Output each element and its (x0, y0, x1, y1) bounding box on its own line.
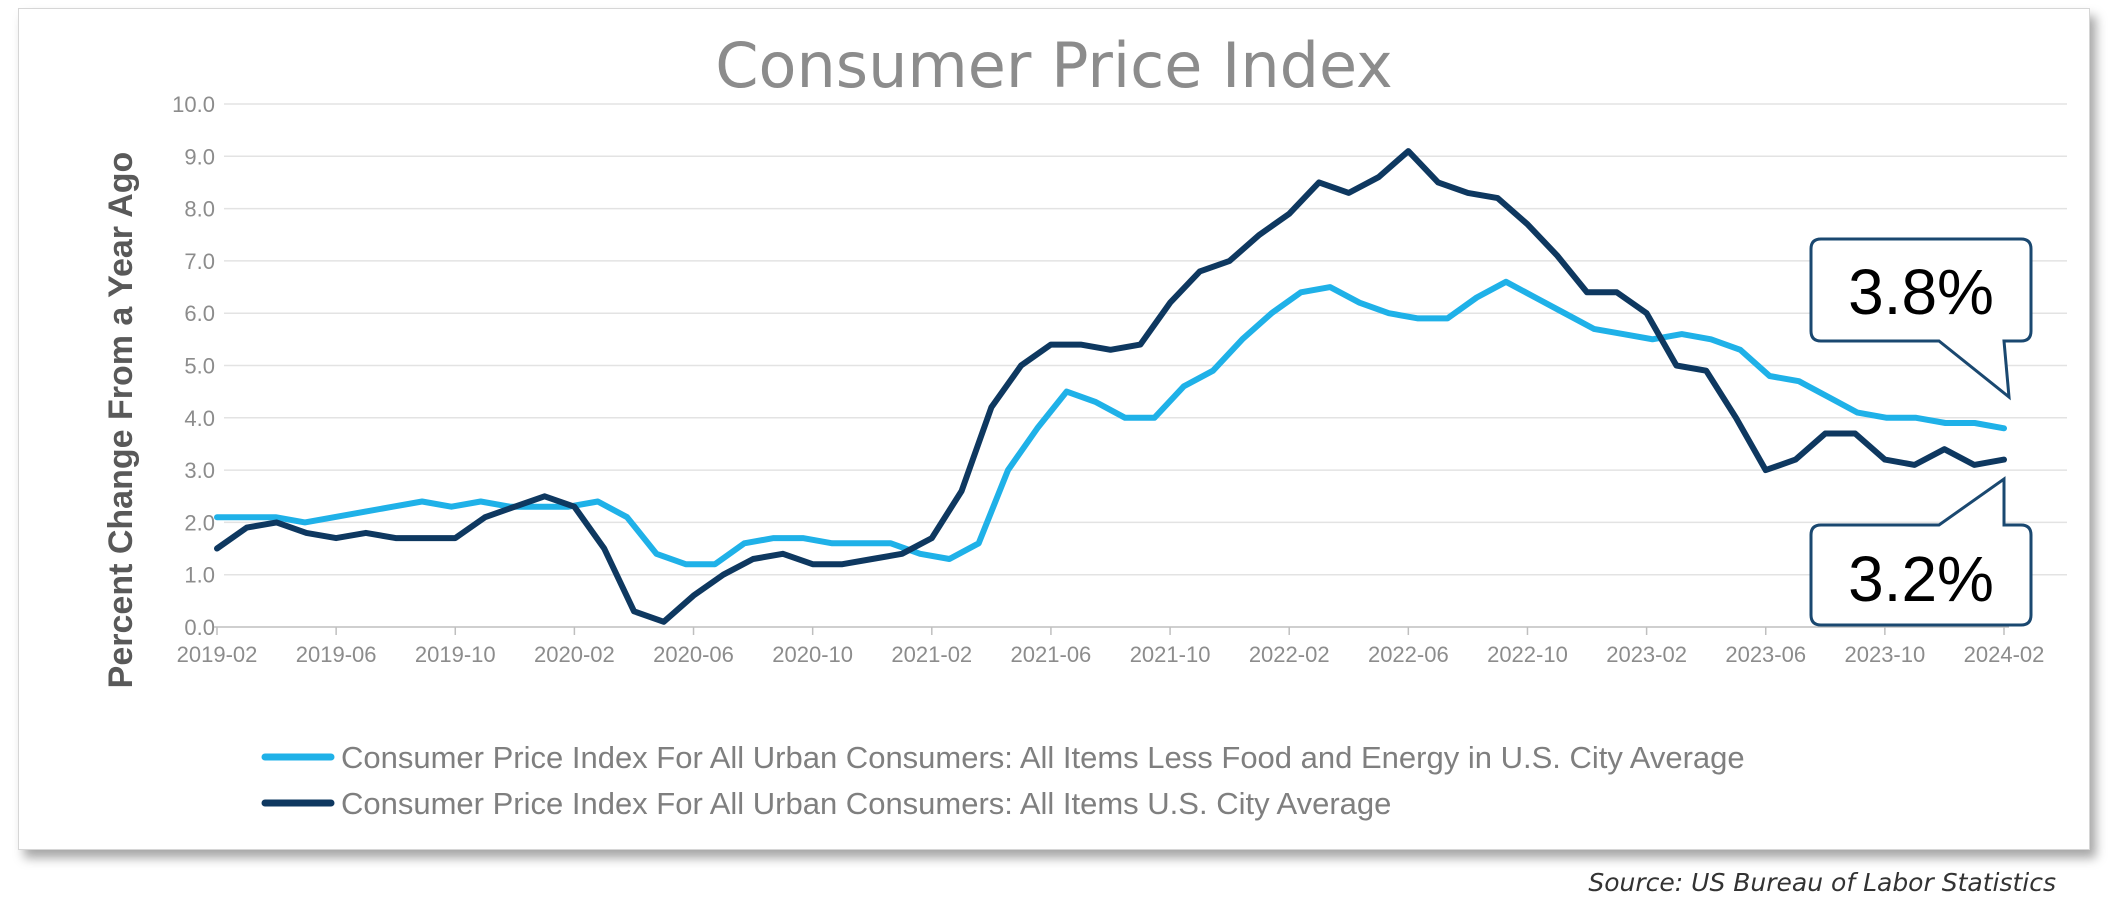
callout-all-value: 3.2% (1848, 543, 1994, 615)
legend-label-all: Consumer Price Index For All Urban Consu… (341, 786, 1391, 821)
x-tick-label: 2020-02 (534, 642, 615, 667)
series-line-all (214, 148, 2007, 625)
legend-label-core: Consumer Price Index For All Urban Consu… (341, 740, 1745, 775)
y-tick-label: 8.0 (184, 197, 215, 222)
y-tick-label: 0.0 (184, 615, 215, 640)
callout-all-bubble (1809, 476, 2033, 627)
x-tick-label: 2023-02 (1606, 642, 1687, 667)
y-tick-labels: 0.0 1.0 2.0 3.0 4.0 5.0 6.0 7.0 8.0 9.0 10.0 (172, 92, 215, 640)
x-tick-label: 2023-10 (1844, 642, 1925, 667)
y-tick-label: 6.0 (184, 301, 215, 326)
callout-core-bubble (1809, 237, 2033, 401)
cpi-chart: Consumer Price Index Percent Change From… (102, 29, 2067, 821)
x-tick-label: 2024-02 (1964, 642, 2045, 667)
callout-core: 3.8% (1809, 237, 2033, 401)
x-tick-label: 2022-02 (1249, 642, 1330, 667)
x-tick-label: 2022-06 (1368, 642, 1449, 667)
x-tick-labels: 2019-02 2019-06 2019-10 2020-02 2020-06 2020-… (177, 627, 2045, 667)
y-tick-label: 10.0 (172, 92, 215, 117)
x-tick-label: 2019-10 (415, 642, 496, 667)
x-tick-label: 2021-02 (891, 642, 972, 667)
y-tick-label: 9.0 (184, 144, 215, 169)
x-tick-label: 2022-10 (1487, 642, 1568, 667)
y-axis-label: Percent Change From a Year Ago (102, 152, 140, 689)
y-tick-label: 1.0 (184, 563, 215, 588)
source-note: Source: US Bureau of Labor Statistics (1588, 868, 2056, 897)
x-tick-label: 2021-10 (1130, 642, 1211, 667)
gridlines (224, 103, 2067, 576)
legend: Consumer Price Index For All Urban Consu… (261, 740, 1745, 821)
y-tick-label: 7.0 (184, 249, 215, 274)
series-lines (214, 148, 2007, 625)
callout-core-value: 3.8% (1848, 256, 1994, 328)
x-tick-label: 2020-10 (772, 642, 853, 667)
chart-title: Consumer Price Index (715, 29, 1393, 102)
y-tick-label: 2.0 (184, 510, 215, 535)
chart-card: Consumer Price Index Percent Change From… (18, 8, 2090, 850)
x-tick-label: 2021-06 (1011, 642, 1092, 667)
x-tick-label: 2020-06 (653, 642, 734, 667)
callout-all: 3.2% (1809, 476, 2033, 627)
y-tick-label: 3.0 (184, 458, 215, 483)
y-tick-label: 4.0 (184, 406, 215, 431)
y-tick-label: 5.0 (184, 354, 215, 379)
x-tick-label: 2019-06 (296, 642, 377, 667)
x-tick-label: 2023-06 (1725, 642, 1806, 667)
x-tick-label: 2019-02 (177, 642, 258, 667)
